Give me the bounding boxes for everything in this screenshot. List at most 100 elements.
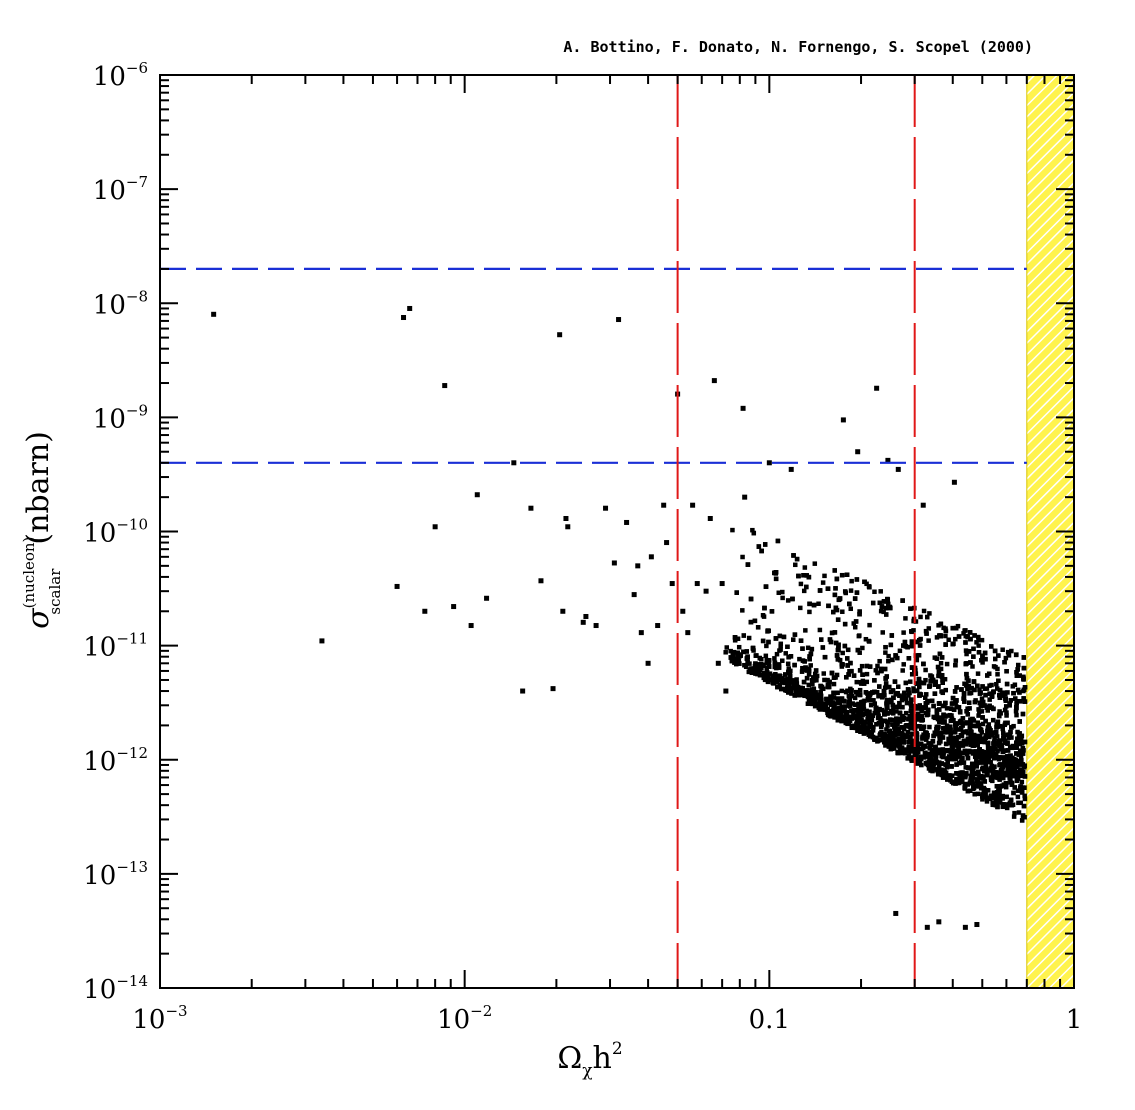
data-point bbox=[848, 686, 853, 692]
data-point bbox=[1005, 767, 1011, 772]
data-point bbox=[997, 723, 1002, 729]
data-point bbox=[849, 578, 854, 584]
data-point bbox=[854, 719, 860, 724]
data-point bbox=[1018, 784, 1023, 789]
data-point bbox=[827, 709, 832, 715]
data-point bbox=[866, 694, 871, 700]
data-point bbox=[1014, 764, 1020, 770]
data-point bbox=[922, 695, 928, 700]
data-point bbox=[1022, 739, 1028, 745]
data-point bbox=[780, 589, 785, 595]
data-point bbox=[934, 656, 940, 661]
data-point bbox=[829, 709, 835, 714]
data-point bbox=[814, 692, 820, 697]
data-point bbox=[1021, 696, 1026, 701]
data-point bbox=[980, 684, 985, 689]
data-point bbox=[906, 693, 911, 698]
data-point bbox=[985, 795, 991, 800]
data-point bbox=[394, 583, 400, 589]
data-point bbox=[785, 598, 791, 603]
data-point bbox=[940, 735, 946, 740]
data-point bbox=[928, 768, 933, 773]
data-point bbox=[943, 628, 949, 634]
data-point bbox=[895, 690, 900, 696]
data-point bbox=[879, 732, 884, 737]
data-point bbox=[949, 773, 955, 778]
data-point bbox=[757, 655, 763, 661]
data-point bbox=[964, 675, 970, 681]
data-point bbox=[840, 650, 845, 656]
data-point bbox=[805, 688, 810, 693]
data-point bbox=[832, 701, 837, 706]
data-point bbox=[936, 673, 941, 679]
data-point bbox=[936, 919, 942, 925]
data-point bbox=[939, 753, 944, 759]
data-point bbox=[934, 635, 940, 640]
data-point bbox=[935, 716, 941, 722]
data-point bbox=[984, 799, 990, 804]
data-point bbox=[885, 457, 891, 463]
data-point bbox=[818, 693, 824, 699]
data-point bbox=[984, 705, 990, 710]
y-tick-label: 10−10 bbox=[83, 516, 148, 549]
data-point bbox=[853, 619, 859, 624]
data-point bbox=[877, 658, 882, 664]
data-point bbox=[1017, 719, 1022, 724]
data-point bbox=[909, 704, 914, 709]
data-point bbox=[996, 678, 1001, 683]
data-point bbox=[583, 613, 589, 619]
data-point bbox=[736, 658, 742, 664]
data-point bbox=[877, 600, 883, 606]
data-point bbox=[920, 734, 925, 740]
data-point bbox=[907, 724, 913, 729]
data-point bbox=[1003, 772, 1008, 778]
data-point bbox=[932, 682, 938, 687]
data-point bbox=[940, 703, 946, 709]
data-point bbox=[885, 597, 891, 602]
data-point bbox=[853, 702, 858, 707]
data-point bbox=[892, 679, 898, 684]
data-point bbox=[804, 675, 810, 681]
data-point bbox=[1002, 760, 1007, 765]
data-point bbox=[964, 709, 969, 714]
data-point bbox=[751, 530, 757, 536]
data-point bbox=[936, 750, 942, 756]
data-point bbox=[842, 643, 848, 649]
data-point bbox=[877, 693, 883, 698]
data-point bbox=[941, 712, 946, 717]
data-point bbox=[902, 639, 908, 645]
data-point bbox=[1017, 673, 1022, 678]
data-point bbox=[833, 586, 838, 591]
data-point bbox=[980, 797, 985, 802]
data-point bbox=[1007, 701, 1012, 706]
data-point bbox=[961, 696, 966, 701]
data-point bbox=[873, 706, 879, 712]
data-point bbox=[1013, 652, 1019, 658]
data-point bbox=[936, 747, 942, 753]
data-point bbox=[845, 647, 851, 653]
data-point bbox=[915, 744, 920, 749]
data-point bbox=[905, 687, 911, 692]
data-point bbox=[775, 684, 780, 690]
data-point bbox=[997, 687, 1003, 693]
data-point bbox=[1004, 669, 1009, 674]
data-point bbox=[764, 673, 770, 678]
data-points bbox=[211, 305, 1028, 930]
data-point bbox=[807, 654, 812, 659]
data-point bbox=[807, 656, 812, 662]
data-point bbox=[852, 695, 858, 701]
data-point bbox=[888, 746, 894, 752]
data-point bbox=[1013, 760, 1019, 765]
data-point bbox=[886, 653, 891, 659]
data-point bbox=[923, 701, 928, 706]
data-point bbox=[968, 729, 974, 734]
data-point bbox=[925, 762, 931, 768]
data-point bbox=[1016, 800, 1021, 806]
data-point bbox=[857, 611, 862, 617]
data-point bbox=[963, 682, 969, 688]
data-point bbox=[914, 761, 920, 766]
x-axis-h: h bbox=[593, 1041, 612, 1076]
data-point bbox=[860, 722, 865, 727]
data-point bbox=[844, 572, 850, 577]
data-point bbox=[803, 628, 808, 633]
